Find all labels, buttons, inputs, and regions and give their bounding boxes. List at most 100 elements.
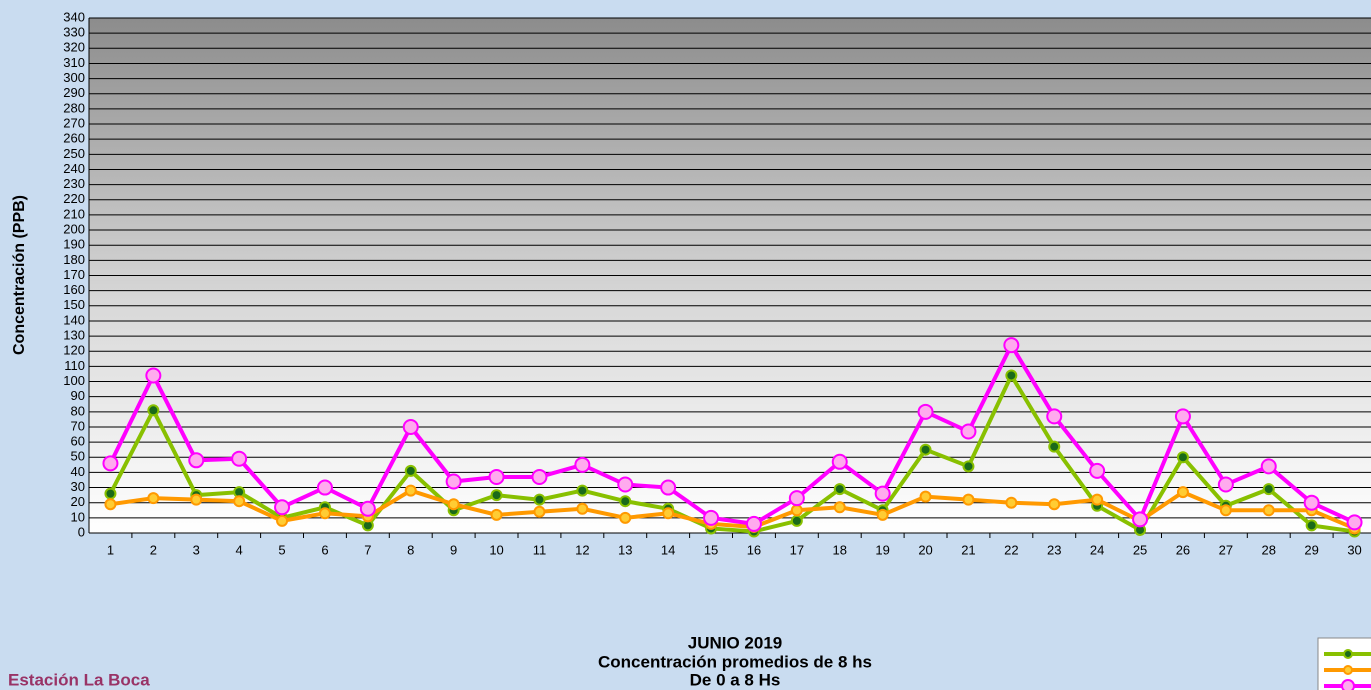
x-tick-label: 29 [1304, 542, 1318, 557]
y-tick-label: 130 [63, 328, 85, 343]
data-point [533, 493, 546, 506]
data-point [145, 367, 162, 384]
y-tick-label: 150 [63, 297, 85, 312]
data-point [790, 504, 803, 517]
data-point [1005, 496, 1018, 509]
data-point [1176, 451, 1189, 464]
station-label: Estación La Boca [8, 670, 150, 689]
data-point [874, 485, 891, 502]
data-point [447, 498, 460, 511]
x-tick-label: 3 [193, 542, 200, 557]
y-tick-label: 120 [63, 343, 85, 358]
y-tick-label: 0 [78, 524, 85, 539]
y-tick-label: 80 [71, 403, 85, 418]
data-point [960, 423, 977, 440]
data-point [1048, 440, 1061, 453]
x-tick-label: 9 [450, 542, 457, 557]
x-tick-label: 1 [107, 542, 114, 557]
data-point [574, 456, 591, 473]
data-point [104, 487, 117, 500]
data-point [318, 507, 331, 520]
y-tick-label: 190 [63, 237, 85, 252]
data-point [617, 476, 634, 493]
data-point [831, 453, 848, 470]
data-point [919, 443, 932, 456]
data-point [147, 404, 160, 417]
x-tick-label: 12 [575, 542, 589, 557]
data-point [190, 493, 203, 506]
x-tick-label: 28 [1262, 542, 1276, 557]
x-tick-label: 6 [321, 542, 328, 557]
data-point [788, 490, 805, 507]
data-point [1048, 498, 1061, 511]
data-point [917, 403, 934, 420]
y-tick-label: 340 [63, 9, 85, 24]
data-point [962, 493, 975, 506]
data-point [1176, 486, 1189, 499]
data-point [1262, 504, 1275, 517]
y-tick-label: 20 [71, 494, 85, 509]
data-point [662, 507, 675, 520]
x-tick-label: 5 [278, 542, 285, 557]
data-point [404, 464, 417, 477]
data-point [833, 483, 846, 496]
y-tick-label: 170 [63, 267, 85, 282]
x-tick-label: 22 [1004, 542, 1018, 557]
data-point [962, 460, 975, 473]
y-tick-label: 260 [63, 131, 85, 146]
y-tick-label: 230 [63, 176, 85, 191]
y-tick-label: 290 [63, 85, 85, 100]
x-tick-label: 24 [1090, 542, 1104, 557]
y-tick-label: 220 [63, 191, 85, 206]
y-tick-label: 40 [71, 464, 85, 479]
x-tick-label: 15 [704, 542, 718, 557]
data-point [619, 495, 632, 508]
y-tick-label: 330 [63, 25, 85, 40]
y-tick-label: 300 [63, 70, 85, 85]
data-point [1346, 514, 1363, 531]
chart-title: JUNIO 2019 [688, 633, 783, 652]
data-point [102, 455, 119, 472]
x-tick-label: 13 [618, 542, 632, 557]
x-tick-label: 4 [236, 542, 243, 557]
legend-marker [1341, 679, 1355, 690]
data-point [703, 509, 720, 526]
y-tick-label: 60 [71, 434, 85, 449]
legend-marker [1343, 649, 1353, 659]
data-point [404, 484, 417, 497]
data-point [188, 452, 205, 469]
data-point [1174, 408, 1191, 425]
data-point [233, 495, 246, 508]
x-tick-label: 8 [407, 542, 414, 557]
y-tick-label: 90 [71, 388, 85, 403]
x-tick-label: 11 [533, 542, 547, 557]
y-tick-label: 310 [63, 55, 85, 70]
data-point [1303, 494, 1320, 511]
x-tick-label: 14 [661, 542, 675, 557]
data-point [490, 489, 503, 502]
y-tick-label: 180 [63, 252, 85, 267]
x-tick-label: 30 [1347, 542, 1361, 557]
data-point [833, 501, 846, 514]
data-point [576, 502, 589, 515]
data-point [490, 508, 503, 521]
data-point [445, 473, 462, 490]
x-tick-label: 16 [747, 542, 761, 557]
y-tick-label: 100 [63, 373, 85, 388]
x-tick-label: 20 [918, 542, 932, 557]
data-point [488, 468, 505, 485]
y-tick-label: 250 [63, 146, 85, 161]
x-tick-label: 10 [489, 542, 503, 557]
data-point [147, 492, 160, 505]
subtitle: Concentración promedios de 8 hs [598, 652, 872, 671]
data-point [531, 468, 548, 485]
x-tick-label: 21 [961, 542, 975, 557]
data-point [660, 479, 677, 496]
data-point [790, 514, 803, 527]
data-point [533, 505, 546, 518]
data-point [274, 499, 291, 516]
data-point [1046, 408, 1063, 425]
data-point [1219, 504, 1232, 517]
y-axis-label: Concentración (PPB) [11, 195, 28, 355]
